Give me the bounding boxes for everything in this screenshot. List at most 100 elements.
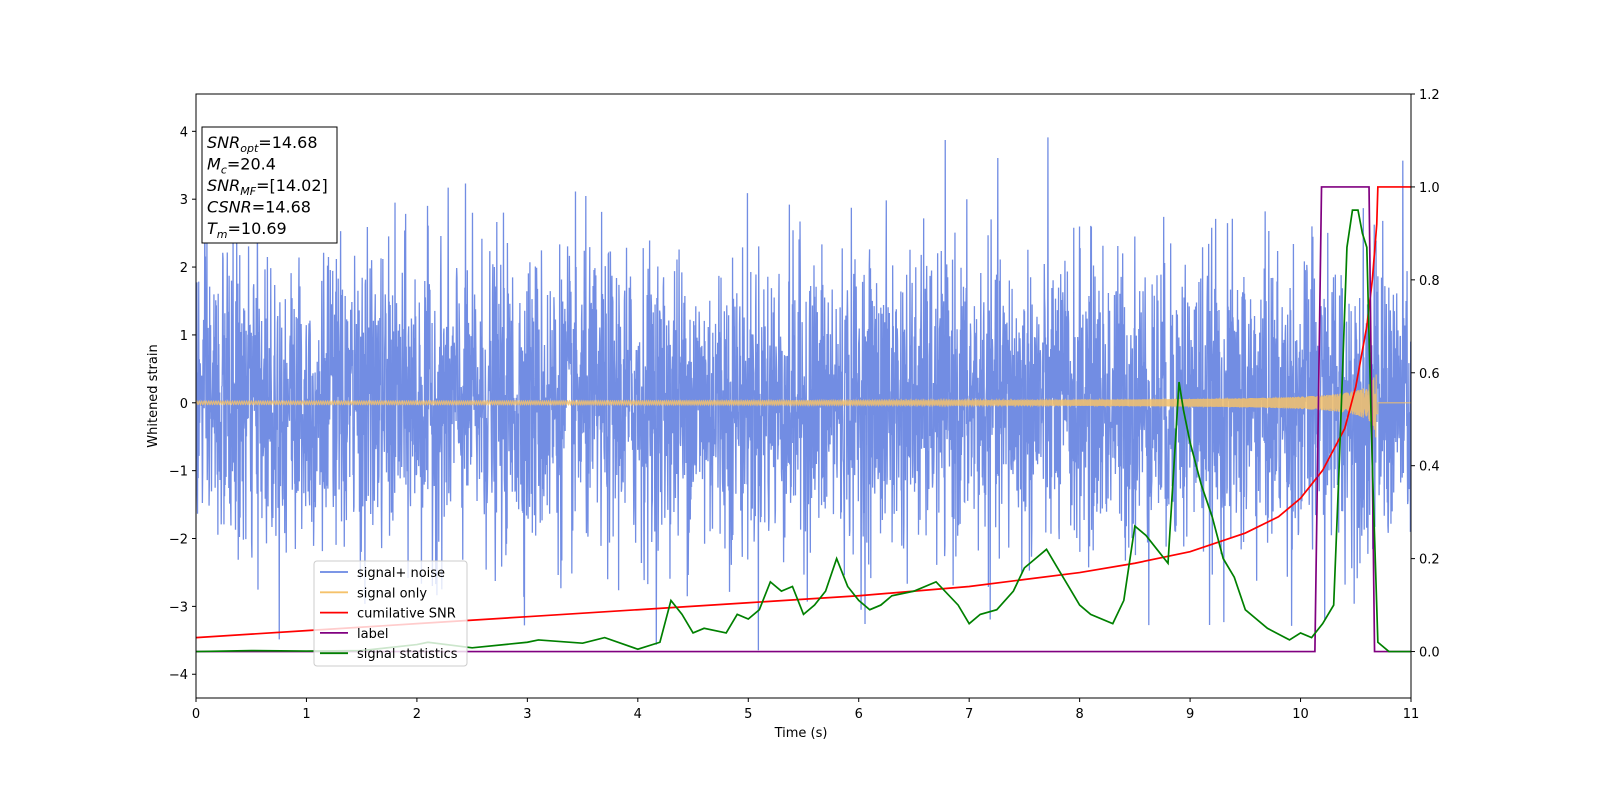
x-tick: 8 [1075,698,1084,722]
legend-label: cumilative SNR [357,607,456,622]
info-value: =14.68 [258,133,317,152]
plot-frame [195,93,1412,699]
x-tick: 2 [413,698,421,722]
info-sub: MF [240,185,256,198]
info-line: Mc=20.4 [207,155,276,177]
y-tick-left: 1 [180,329,196,344]
info-value: =[14.02] [256,176,328,195]
series-layer [196,137,1411,653]
legend-entry: signal+ noise [320,566,445,581]
info-label: SNR [207,133,240,152]
y-tick-left: 0 [180,397,196,412]
y-tick-left: 4 [180,125,196,140]
y-tick-label-right: 0.6 [1419,367,1440,382]
series-line [196,209,1411,653]
info-value: =10.69 [228,219,287,238]
info-label: SNR [207,176,240,195]
y-tick-label-left: 1 [180,329,188,344]
y-tick-label-right: 0.4 [1419,460,1440,475]
info-label: M [207,155,221,174]
x-tick-label: 8 [1075,707,1083,722]
info-value: =20.4 [227,155,276,174]
info-sub: opt [240,142,259,155]
x-tick: 10 [1292,698,1309,722]
legend-frame [313,560,468,667]
x-tick: 4 [634,698,642,722]
info-label: T [207,219,218,238]
info-line: SNRopt=14.68 [207,133,318,155]
y-tick-left: −1 [169,465,196,480]
x-tick: 1 [302,698,311,722]
y-tick-label-right: 1.2 [1419,88,1440,103]
y-tick-right: 1.0 [1411,181,1440,196]
x-tick-label: 11 [1403,707,1420,722]
info-line: SNRMF=[14.02] [207,176,328,198]
info-sub: c [221,164,227,177]
legend-label: signal only [357,586,427,601]
legend-label: signal statistics [357,647,458,662]
y-tick-label-left: 3 [180,193,188,208]
y-tick-label-left: −3 [169,600,188,615]
x-axis-label: Time (s) [774,726,828,741]
info-line: CSNR=14.68 [207,198,311,217]
legend-entry: signal only [320,586,427,601]
y-tick-left: −4 [169,668,196,683]
y-tick-right: 0.2 [1411,553,1440,568]
y-tick-left: −3 [169,600,196,615]
info-line: Tm=10.69 [207,219,287,241]
x-tick-label: 10 [1292,707,1309,722]
series-signal-only [196,374,1411,438]
x-axis: 0 1 2 3 4 5 6 7 8 9 10 11 [192,698,1419,722]
series-signal-noise [196,137,1411,651]
legend-label: signal+ noise [357,566,445,581]
legend: signal+ noise signal only cumilative SNR la… [313,560,468,667]
y-axis-right: 0.0 0.2 0.4 0.6 0.8 1.0 1.2 [1411,88,1440,661]
x-tick-label: 0 [192,707,200,722]
legend-entry: signal statistics [320,647,458,662]
info-value: =14.68 [252,198,311,217]
y-tick-label-left: −4 [169,668,188,683]
y-tick-label-right: 1.0 [1419,181,1440,196]
legend-entry: label [320,627,388,642]
y-axis-left: −4 −3 −2 −1 0 1 2 3 4 [169,125,196,683]
series-line [196,137,1411,651]
info-box: SNRopt=14.68Mc=20.4SNRMF=[14.02]CSNR=14.… [201,126,338,244]
x-tick: 7 [965,698,973,722]
y-tick-left: 3 [180,193,196,208]
y-tick-left: −2 [169,533,196,548]
info-label: CSNR [207,198,252,217]
y-tick-label-left: 0 [180,397,188,412]
x-tick-label: 9 [1186,707,1194,722]
series-line [196,186,1411,653]
x-tick: 6 [855,698,863,722]
y-tick-right: 0.8 [1411,274,1440,289]
series-label [196,186,1411,653]
x-tick-label: 7 [965,707,973,722]
x-tick-label: 1 [302,707,310,722]
x-tick: 3 [523,698,532,722]
y-tick-right: 0.0 [1411,646,1440,661]
y-tick-right: 0.4 [1411,460,1440,475]
x-tick: 0 [192,698,200,722]
y-tick-right: 1.2 [1411,88,1440,103]
legend-entry: cumilative SNR [320,607,456,622]
x-tick: 5 [744,698,752,722]
y-tick-label-left: −2 [169,533,188,548]
series-line [196,374,1411,438]
x-tick-label: 4 [634,707,642,722]
x-tick-label: 6 [855,707,863,722]
y-tick-label-right: 0.0 [1419,646,1440,661]
y-tick-label-left: 4 [180,125,188,140]
series-signal-statistics [196,209,1411,653]
y-axis-label: Whitened strain [146,344,161,447]
y-tick-right: 0.6 [1411,367,1440,382]
y-tick-label-right: 0.2 [1419,553,1440,568]
legend-label: label [357,627,388,642]
y-tick-label-right: 0.8 [1419,274,1440,289]
y-tick-left: 2 [180,261,196,276]
info-sub: m [217,228,228,241]
x-tick-label: 3 [523,707,531,722]
x-tick-label: 2 [413,707,421,722]
x-tick-label: 5 [744,707,752,722]
